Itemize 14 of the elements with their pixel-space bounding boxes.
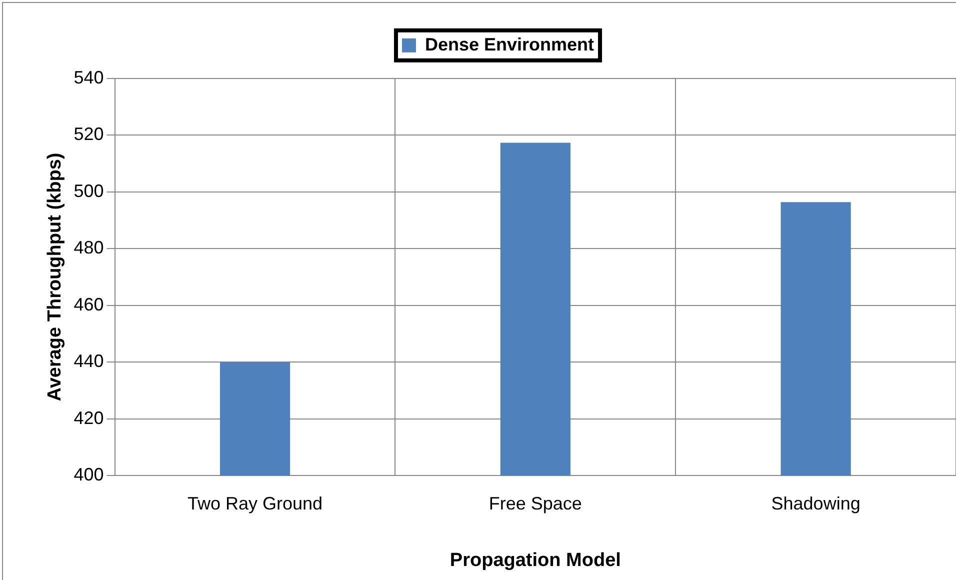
y-tick-label: 480 [74, 238, 104, 258]
y-tick-label: 540 [74, 67, 104, 88]
y-tick-label: 400 [74, 464, 104, 485]
x-tick-label: Free Space [488, 493, 582, 514]
y-tick-label: 460 [74, 294, 104, 314]
y-tick-label: 440 [74, 351, 104, 372]
y-tick-label: 420 [74, 408, 104, 428]
y-axis-title: Average Throughput (kbps) [44, 152, 66, 402]
x-axis-title: Propagation Model [450, 550, 621, 571]
legend-label: Dense Environment [424, 34, 594, 54]
y-tick-label: 520 [74, 124, 104, 144]
y-tick-label: 500 [74, 180, 104, 201]
x-tick-label: Shadowing [771, 493, 860, 514]
x-tick-label: Two Ray Ground [187, 493, 323, 514]
